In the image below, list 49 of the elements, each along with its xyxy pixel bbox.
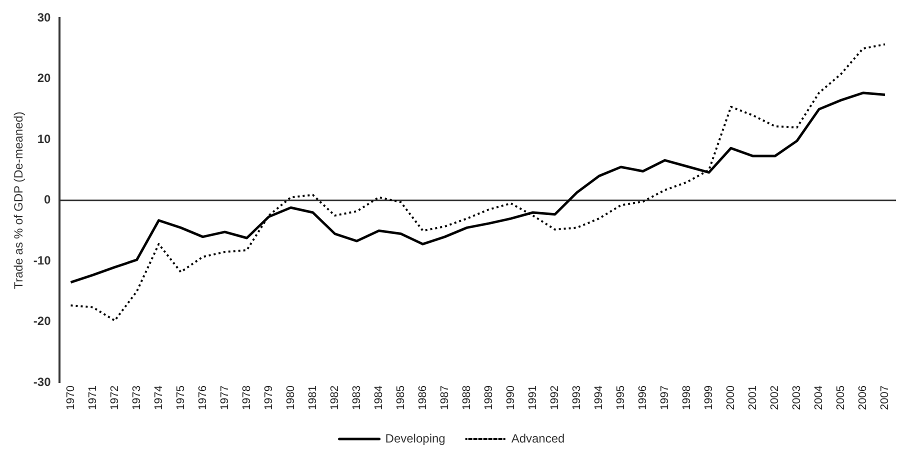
y-tick-label: -30	[33, 374, 52, 389]
x-tick-label: 2001	[746, 386, 759, 410]
x-tick-label: 2003	[791, 386, 803, 410]
x-tick-label: 1988	[460, 386, 473, 410]
x-tick-label: 1994	[592, 386, 605, 410]
x-tick-label: 2004	[813, 386, 826, 410]
x-tick-label: 1977	[218, 386, 231, 410]
x-tick-label: 1986	[416, 386, 429, 410]
x-tick-label: 1999	[702, 386, 715, 410]
x-tick-label: 1995	[614, 386, 627, 410]
y-tick-label: -10	[33, 253, 52, 268]
x-tick-label: 1979	[262, 386, 275, 410]
y-tick-label: -20	[33, 314, 52, 328]
x-tick-label: 1982	[328, 386, 341, 410]
x-tick-label: 1990	[504, 386, 517, 410]
x-tick-label: 1984	[372, 386, 385, 410]
line-series	[70, 43, 886, 322]
x-tick-label: 1987	[438, 386, 451, 410]
y-axis-title: Trade as % of GDP (De-meaned)	[12, 112, 26, 290]
x-tick-label: 2006	[857, 386, 870, 410]
y-tick-label: 10	[37, 132, 52, 146]
x-tick-label: 1992	[548, 386, 561, 410]
x-tick-label: 1983	[350, 386, 363, 410]
x-tick-label: 1980	[284, 386, 297, 410]
x-tick-label: 2002	[768, 386, 781, 410]
x-tick-label: 1993	[570, 386, 583, 410]
x-tick-label: 2005	[835, 386, 848, 410]
x-tick-label: 1996	[636, 386, 649, 410]
x-tick-label: 1973	[130, 386, 143, 410]
x-tick-label: 1974	[152, 386, 165, 410]
legend-label: Developing	[385, 431, 446, 446]
y-tick-label: 20	[37, 71, 52, 86]
x-tick-label: 1981	[306, 386, 319, 410]
x-tick-label: 1972	[108, 386, 121, 410]
x-tick-label: 1985	[394, 386, 407, 410]
x-tick-label: 2007	[879, 386, 892, 410]
x-tick-label: 2000	[724, 386, 737, 410]
x-tick-label: 1971	[86, 386, 99, 410]
x-tick-label: 1976	[196, 386, 209, 410]
y-tick-label: 30	[37, 10, 52, 25]
x-tick-label: 1998	[680, 386, 693, 410]
x-tick-label: 1991	[526, 386, 539, 410]
x-tick-label: 1978	[240, 386, 253, 410]
legend-label: Advanced	[511, 431, 565, 446]
x-tick-label: 1975	[174, 386, 187, 410]
x-tick-label: 1970	[64, 386, 77, 410]
x-tick-label: 1997	[658, 386, 671, 410]
x-tick-label: 1989	[482, 386, 495, 410]
y-tick-label: 0	[44, 192, 52, 207]
